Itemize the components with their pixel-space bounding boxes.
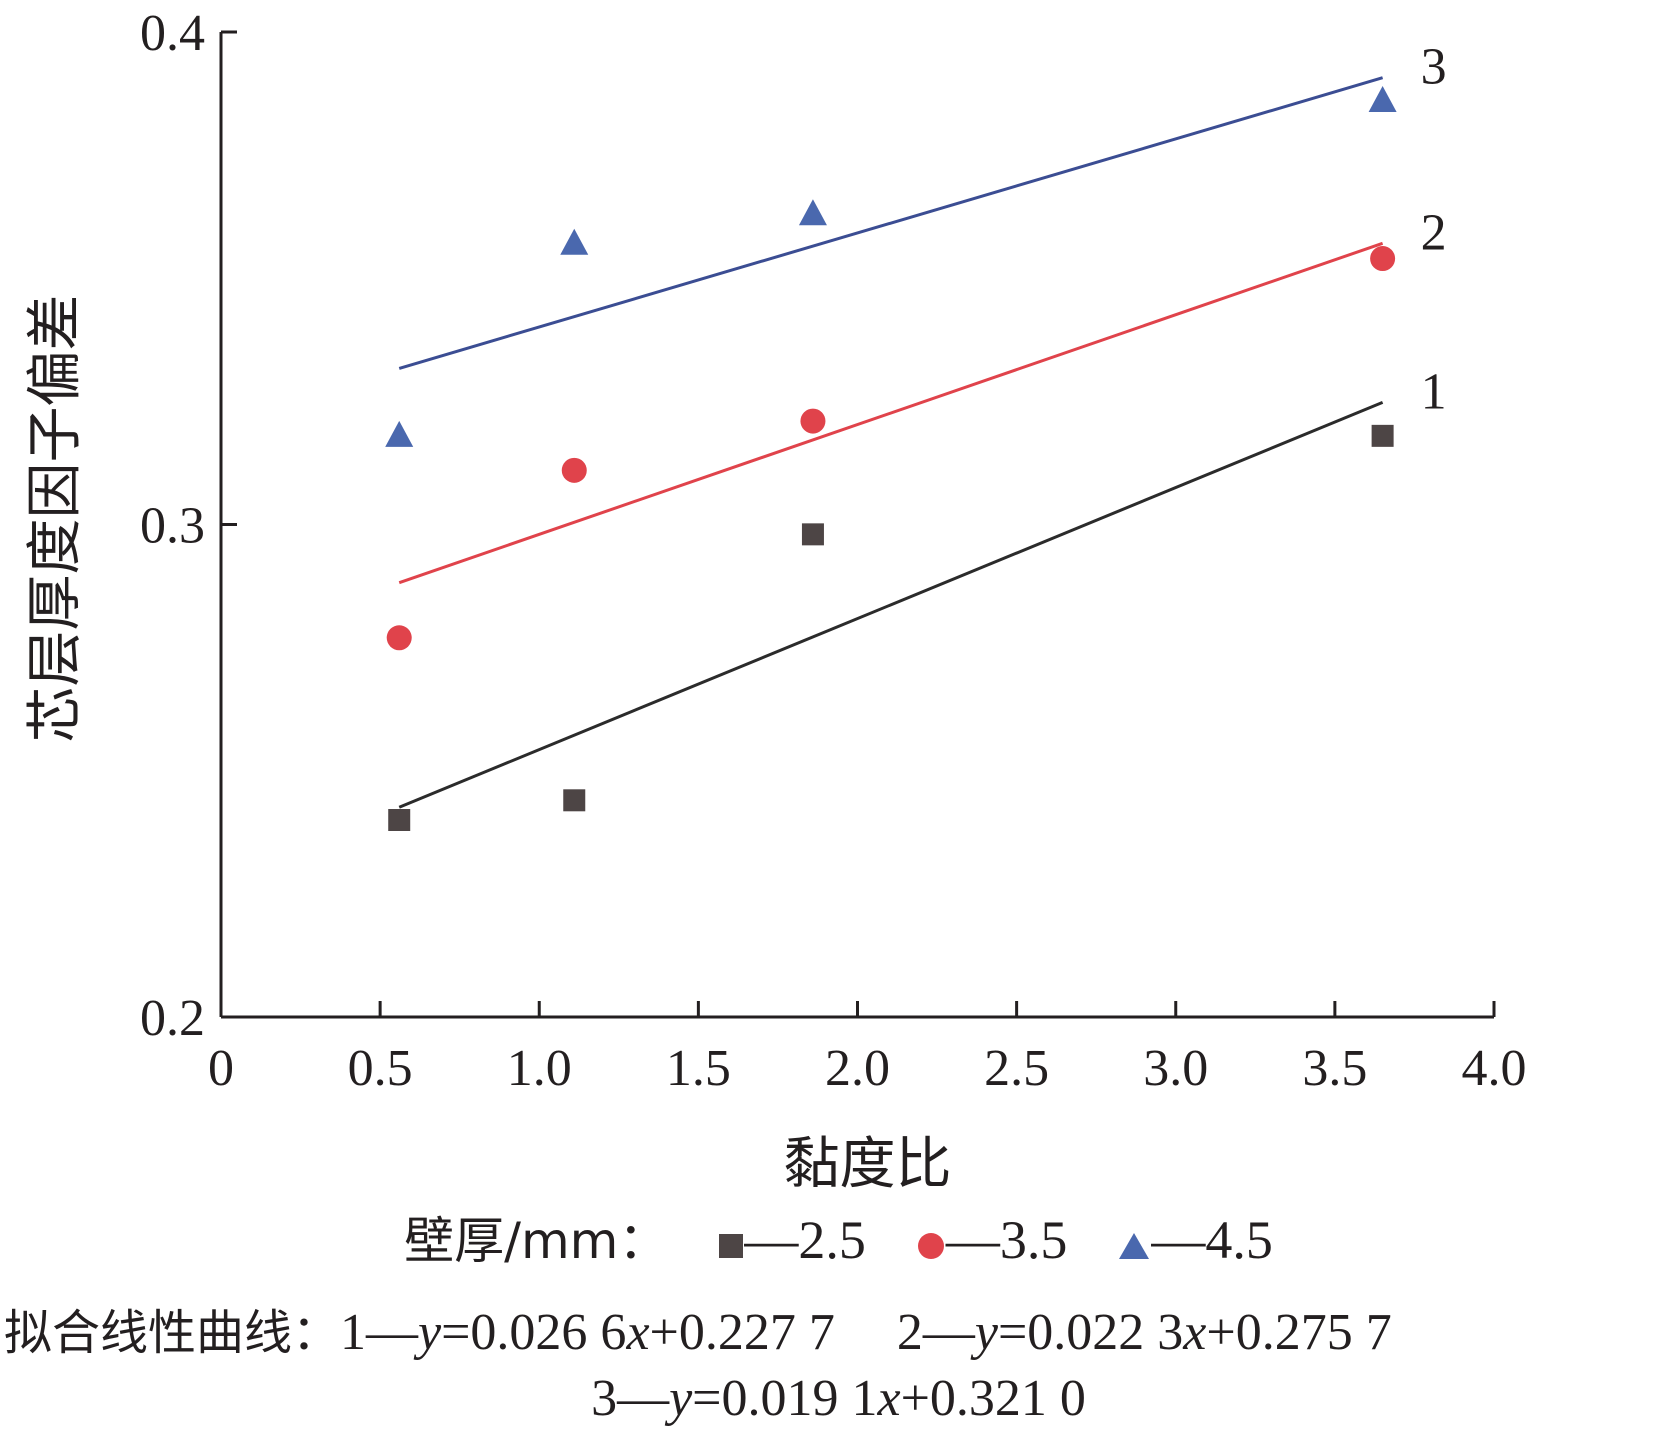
data-point-triangle xyxy=(560,228,589,255)
fit-eq-3-y: y xyxy=(669,1370,693,1427)
chart-labels: 0 0.5 1.0 1.5 2.0 2.5 3.0 3.5 4.0 0.2 0.3 0.4 黏度比 芯层厚… xyxy=(23,5,1527,1197)
legend-title: 壁厚/mm： xyxy=(404,1212,669,1270)
x-tick-label: 2.5 xyxy=(984,1040,1049,1097)
data-point-triangle xyxy=(798,199,827,226)
legend-dash: — xyxy=(1151,1210,1206,1270)
y-tick-label: 0.2 xyxy=(140,990,205,1047)
x-tick-label: 0.5 xyxy=(348,1040,413,1097)
fit-eq-1-mid: =0.026 6 xyxy=(441,1304,627,1361)
legend-label-2-5: 2.5 xyxy=(798,1210,866,1270)
data-point-circle xyxy=(1370,246,1396,272)
fit-caption-title: 拟合线性曲线： xyxy=(4,1305,341,1361)
legend-square-icon xyxy=(719,1234,744,1259)
fit-eq-2-x: x xyxy=(1183,1304,1207,1361)
data-point-square xyxy=(388,809,411,831)
legend-entry-2-5: —2.5 xyxy=(712,1210,866,1272)
data-point-triangle xyxy=(1368,85,1397,112)
fit-eq-2-y: y xyxy=(974,1304,998,1361)
fit-eq-1-end: +0.227 7 xyxy=(649,1304,835,1361)
fit-line-3 xyxy=(398,76,1384,370)
legend-circle-icon xyxy=(917,1233,944,1260)
fit-eq-1-x: x xyxy=(626,1304,650,1361)
fit-lines xyxy=(398,76,1384,809)
data-point-square xyxy=(1371,424,1394,447)
data-point-square xyxy=(801,523,824,546)
legend-entry-4-5: —4.5 xyxy=(1111,1210,1273,1272)
fit-line-label-1: 1 xyxy=(1421,363,1447,420)
x-tick-label: 2.0 xyxy=(825,1040,890,1097)
fit-line-label-2: 2 xyxy=(1421,204,1447,261)
fit-caption-row-1: 拟合线性曲线：1—y=0.026 6x+0.227 7 2—y=0.022 3x+… xyxy=(4,1302,1392,1364)
data-point-square xyxy=(563,789,586,812)
x-tick-label: 3.5 xyxy=(1302,1040,1367,1097)
data-point-circle xyxy=(800,408,826,434)
legend-label-4-5: 4.5 xyxy=(1205,1210,1273,1270)
fit-eq-3-x: x xyxy=(877,1370,901,1427)
x-tick-label: 1.0 xyxy=(507,1040,572,1097)
fit-eq-1-y: y xyxy=(418,1304,442,1361)
fit-caption-row-2: 3—y=0.019 1x+0.321 0 xyxy=(0,1368,1677,1430)
fit-eq-2-end: +0.275 7 xyxy=(1206,1304,1392,1361)
fit-line-1 xyxy=(398,401,1384,809)
data-point-circle xyxy=(561,457,587,483)
x-axis-title: 黏度比 xyxy=(784,1132,952,1197)
y-tick-label: 0.3 xyxy=(140,498,205,555)
x-tick-label: 0 xyxy=(208,1040,234,1097)
axes xyxy=(219,30,1496,1019)
x-tick-label: 4.0 xyxy=(1462,1040,1527,1097)
legend-label-3-5: 3.5 xyxy=(999,1210,1068,1270)
fit-line-label-3: 3 xyxy=(1421,39,1447,96)
x-tick-label: 3.0 xyxy=(1143,1040,1208,1097)
legend-dash: — xyxy=(744,1210,799,1270)
data-points xyxy=(385,85,1397,831)
fit-eq-3-mid: =0.019 1 xyxy=(692,1370,878,1427)
y-tick-label: 0.4 xyxy=(140,5,205,62)
data-point-triangle xyxy=(385,420,414,447)
x-tick-label: 1.5 xyxy=(666,1040,731,1097)
legend: 壁厚/mm： —2.5 —3.5 —4.5 xyxy=(0,1210,1677,1272)
fit-eq-3-prefix: 3— xyxy=(591,1370,670,1427)
legend-dash: — xyxy=(945,1210,1000,1270)
legend-triangle-icon xyxy=(1119,1233,1150,1260)
legend-entry-3-5: —3.5 xyxy=(910,1210,1068,1272)
data-point-circle xyxy=(386,625,412,651)
fit-eq-1-prefix: 1— xyxy=(340,1304,419,1361)
fit-eq-2-mid: =0.022 3 xyxy=(997,1304,1184,1361)
fit-line-2 xyxy=(398,241,1384,585)
y-axis-title: 芯层厚度因子偏差 xyxy=(23,295,88,743)
fit-eq-2-prefix: 2— xyxy=(896,1304,975,1361)
fit-eq-3-end: +0.321 0 xyxy=(900,1370,1086,1427)
